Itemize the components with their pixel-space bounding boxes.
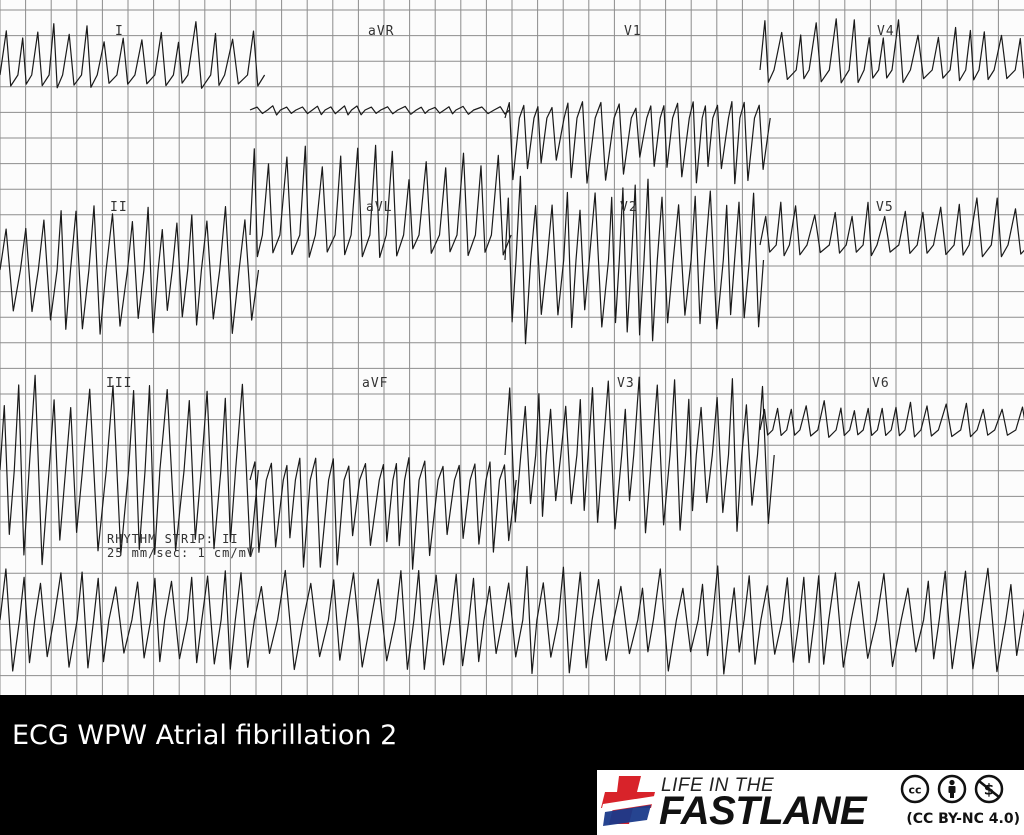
- cc-icon: cc: [900, 774, 930, 804]
- lead-ii-trace: [0, 205, 260, 335]
- lead-v6-trace: [759, 400, 1024, 438]
- license-label: (CC BY-NC 4.0): [906, 811, 1020, 827]
- life-in-the-fastlane-logo: LIFE IN THE FASTLANE cc $ (CC BY-NC 4.0): [597, 770, 1024, 835]
- noncommercial-icon: $: [974, 774, 1004, 804]
- lead-iii-trace: [0, 374, 259, 566]
- image-caption: ECG WPW Atrial fibrillation 2: [12, 720, 398, 751]
- lead-label-v1: V1: [624, 24, 642, 39]
- lead-v1-trace: [504, 101, 771, 185]
- lead-label-v4: V4: [877, 24, 895, 39]
- lead-i-trace: [0, 21, 266, 89]
- ecg-grid-and-waveforms: [0, 0, 1024, 695]
- lead-label-avr: aVR: [368, 24, 395, 39]
- rhythm-strip-label: RHYTHM STRIP: II: [107, 532, 239, 546]
- lead-label-ii: II: [110, 200, 128, 215]
- lead-label-avl: aVL: [366, 200, 393, 215]
- lead-avf-trace: [249, 457, 517, 570]
- lead-label-v3: V3: [617, 376, 635, 391]
- lead-v3-trace: [504, 376, 775, 534]
- rhythm-strip-trace: [0, 565, 1024, 675]
- lead-v2-trace: [504, 175, 765, 345]
- lead-label-iii: III: [106, 376, 133, 391]
- lead-avr-trace: [249, 105, 510, 116]
- ecg-tracing: I aVR V1 V4 II aVL V2 V5 III aVF V3 V6 R…: [0, 0, 1024, 695]
- paper-speed-label: 25 mm/sec: 1 cm/mV: [107, 546, 256, 560]
- logo-line-2: FASTLANE: [659, 789, 867, 833]
- lead-label-v5: V5: [876, 200, 894, 215]
- cross-logo-icon: [601, 776, 655, 826]
- svg-text:cc: cc: [908, 784, 921, 797]
- lead-label-v6: V6: [872, 376, 890, 391]
- lead-label-i: I: [115, 24, 124, 39]
- lead-v5-trace: [759, 197, 1024, 258]
- lead-v4-trace: [759, 18, 1024, 84]
- attribution-icon: [937, 774, 967, 804]
- lead-avl-trace: [249, 144, 512, 258]
- lead-label-v2: V2: [620, 200, 638, 215]
- logo-line-1: LIFE IN THE: [661, 775, 775, 796]
- lead-label-avf: aVF: [362, 376, 389, 391]
